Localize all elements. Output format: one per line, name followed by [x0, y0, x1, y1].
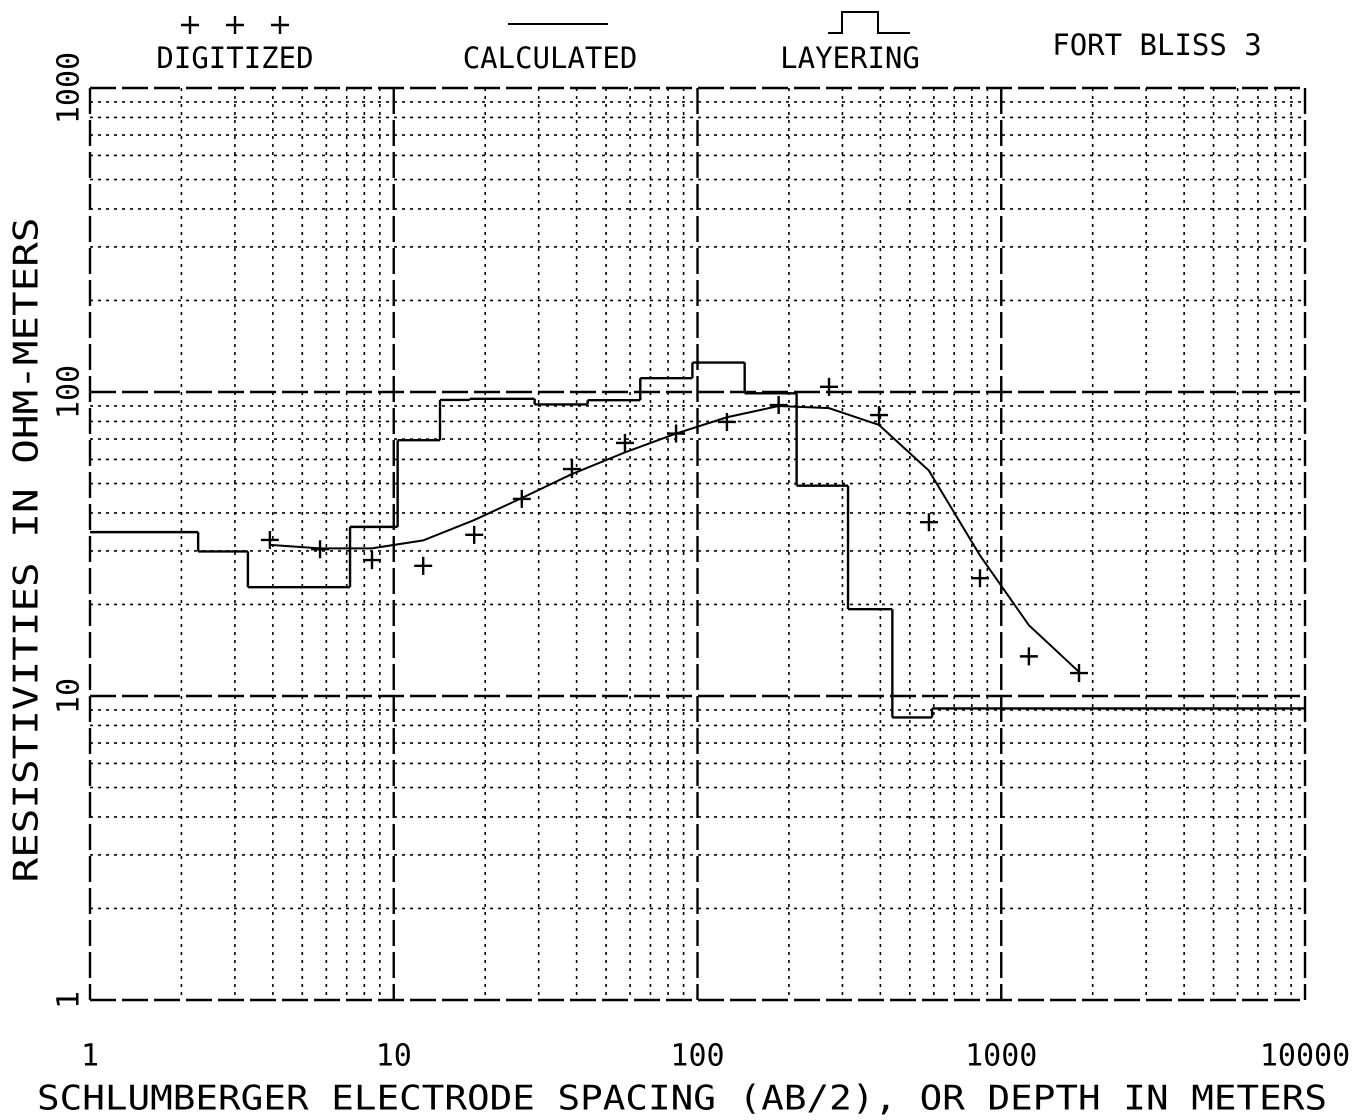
y-axis-label: RESISTIVITIES IN OHM-METERS [7, 218, 47, 883]
x-tick-label: 1 [81, 1039, 99, 1074]
y-tick-label: 10 [52, 678, 87, 714]
data-point [1070, 664, 1089, 683]
x-axis-label: SCHLUMBERGER ELECTRODE SPACING (AB/2), O… [37, 1079, 1327, 1119]
chart-title: FORT BLISS 3 [1052, 28, 1262, 62]
y-tick-label: 1 [52, 991, 87, 1009]
data-point [465, 525, 484, 544]
data-point [870, 406, 889, 425]
data-point [615, 433, 634, 452]
y-tick-label: 1000 [52, 52, 87, 124]
legend-label: DIGITIZED [156, 41, 313, 75]
data-point [820, 377, 839, 396]
x-tick-label: 10000 [1260, 1039, 1350, 1074]
legend-symbol [226, 16, 244, 34]
legend-symbol [271, 16, 289, 34]
legend-label: CALCULATED [463, 41, 638, 75]
data-point [1019, 647, 1038, 666]
x-tick-label: 1000 [965, 1039, 1037, 1074]
data-point [414, 556, 433, 575]
data-point [919, 513, 938, 532]
calculated-curve [269, 405, 1080, 673]
data-point [769, 396, 788, 415]
x-tick-label: 100 [670, 1039, 724, 1074]
x-tick-label: 10 [376, 1039, 412, 1074]
data-point [970, 569, 989, 588]
y-tick-label: 100 [52, 365, 87, 419]
data-point [717, 412, 736, 431]
legend-symbol [181, 16, 199, 34]
legend-label: LAYERING [780, 41, 920, 75]
data-point [562, 460, 581, 479]
data-point [260, 530, 279, 549]
legend-symbol [828, 11, 910, 34]
data-point [363, 551, 381, 570]
